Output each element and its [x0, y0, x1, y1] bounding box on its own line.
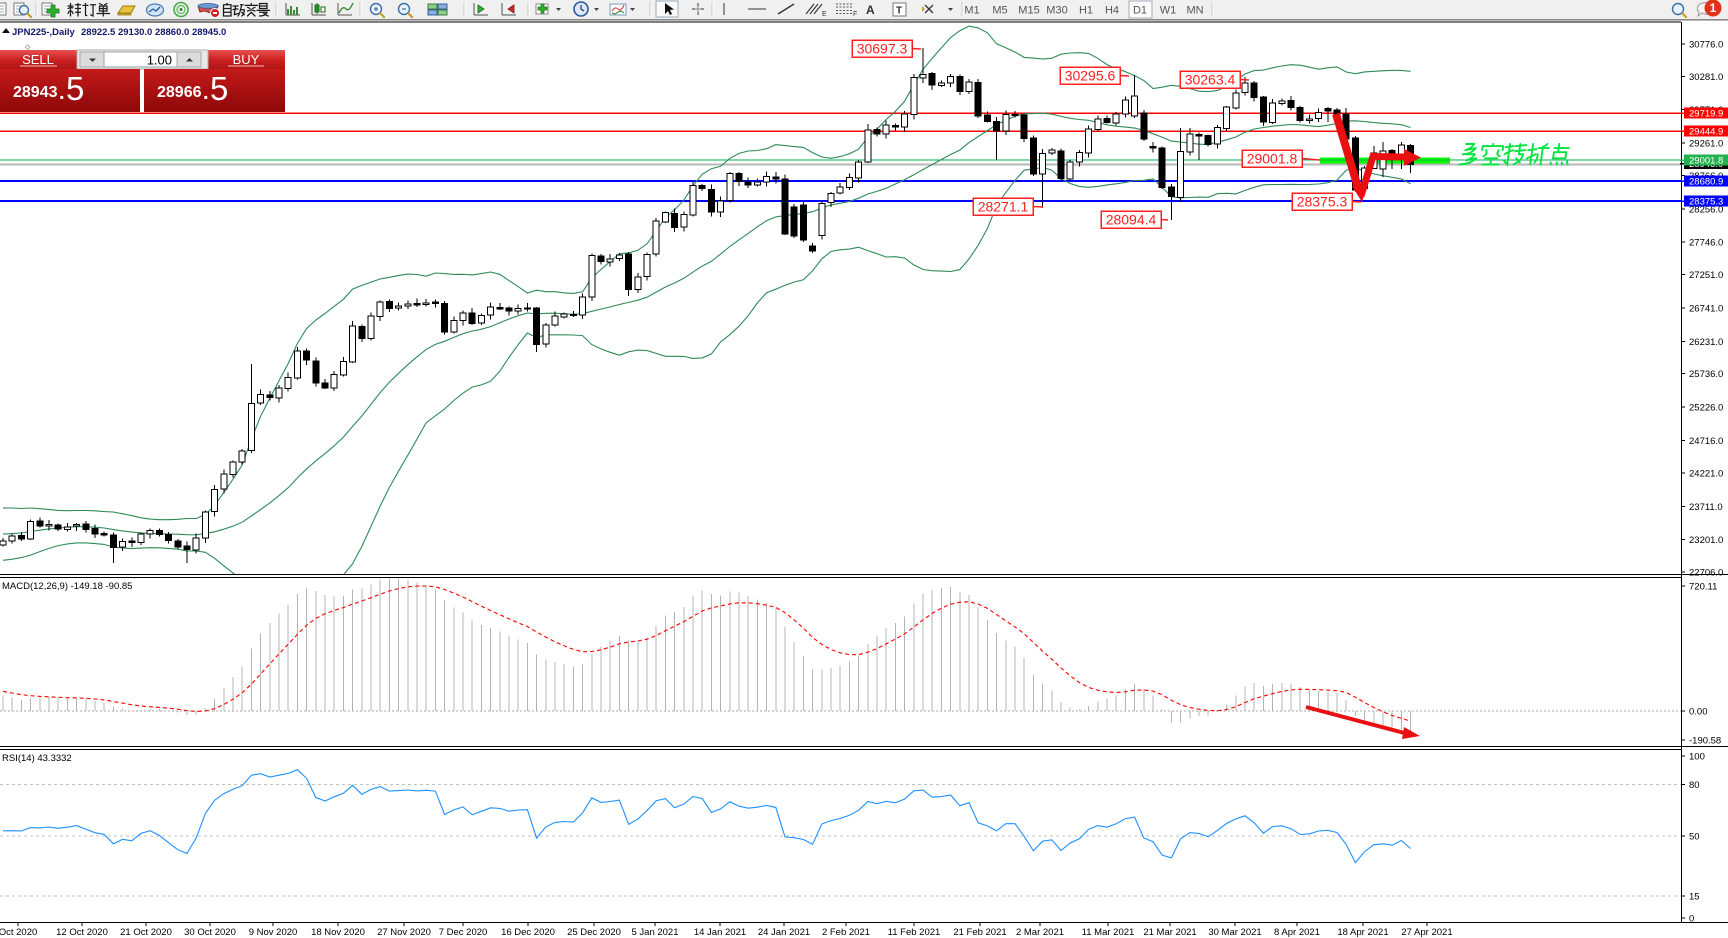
svg-text:26741.0: 26741.0 [1689, 304, 1723, 315]
svg-text:27 Apr 2021: 27 Apr 2021 [1401, 927, 1452, 938]
svg-text:23201.0: 23201.0 [1689, 535, 1723, 546]
svg-text:M5: M5 [992, 5, 1007, 17]
svg-text:80: 80 [1689, 780, 1700, 791]
svg-text:12 Oct 2020: 12 Oct 2020 [56, 927, 108, 938]
svg-text:.: . [59, 82, 65, 104]
svg-text:18 Nov 2020: 18 Nov 2020 [311, 927, 365, 938]
svg-text:11 Mar 2021: 11 Mar 2021 [1082, 927, 1135, 938]
svg-text:9 Nov 2020: 9 Nov 2020 [249, 927, 298, 938]
svg-text:24716.0: 24716.0 [1689, 436, 1723, 447]
svg-text:15: 15 [1689, 892, 1700, 903]
svg-text:28271.1: 28271.1 [978, 199, 1029, 215]
svg-text:H4: H4 [1105, 5, 1119, 17]
svg-text:720.11: 720.11 [1689, 582, 1717, 593]
svg-text:M1: M1 [964, 5, 979, 17]
svg-text:27746.0: 27746.0 [1689, 238, 1723, 249]
svg-text:2 Mar 2021: 2 Mar 2021 [1016, 927, 1064, 938]
svg-text:5: 5 [66, 70, 84, 107]
svg-text:26231.0: 26231.0 [1689, 337, 1723, 348]
svg-text:28966: 28966 [157, 84, 202, 101]
svg-text:28375.3: 28375.3 [1297, 194, 1348, 210]
svg-text:SELL: SELL [22, 52, 54, 67]
svg-text:11 Feb 2021: 11 Feb 2021 [888, 927, 941, 938]
svg-text:29001.8: 29001.8 [1247, 151, 1298, 167]
svg-text:.: . [203, 82, 209, 104]
svg-text:A: A [866, 3, 875, 17]
svg-text:100: 100 [1689, 752, 1705, 763]
svg-text:0: 0 [1689, 914, 1694, 925]
svg-text:29001.8: 29001.8 [1689, 156, 1723, 167]
svg-text:21 Mar 2021: 21 Mar 2021 [1143, 927, 1196, 938]
svg-text:22706.0: 22706.0 [1689, 568, 1723, 579]
svg-text:M30: M30 [1046, 5, 1067, 17]
svg-text:29444.9: 29444.9 [1689, 127, 1723, 138]
svg-text:29261.0: 29261.0 [1689, 139, 1723, 150]
svg-text:H1: H1 [1079, 5, 1093, 17]
svg-text:30281.0: 30281.0 [1689, 72, 1723, 83]
svg-text:28943: 28943 [13, 84, 58, 101]
svg-text:30776.0: 30776.0 [1689, 39, 1723, 50]
svg-text:F: F [853, 11, 857, 18]
svg-text:14 Jan 2021: 14 Jan 2021 [694, 927, 746, 938]
svg-text:28375.3: 28375.3 [1689, 197, 1723, 208]
svg-text:MACD(12,26,9) -149.18 -90.85: MACD(12,26,9) -149.18 -90.85 [2, 581, 132, 592]
svg-text:5 Jan 2021: 5 Jan 2021 [631, 927, 678, 938]
svg-text:RSI(14) 43.3332: RSI(14) 43.3332 [2, 753, 72, 764]
svg-text:8 Apr 2021: 8 Apr 2021 [1274, 927, 1320, 938]
svg-text:28094.4: 28094.4 [1106, 212, 1157, 228]
svg-text:25 Dec 2020: 25 Dec 2020 [567, 927, 621, 938]
svg-text:21 Feb 2021: 21 Feb 2021 [953, 927, 1006, 938]
svg-text:D1: D1 [1133, 5, 1147, 17]
svg-text:24221.0: 24221.0 [1689, 468, 1723, 479]
svg-text:T: T [896, 6, 902, 17]
svg-text:1: 1 [1710, 1, 1717, 15]
svg-text:1.00: 1.00 [147, 53, 172, 68]
svg-text:28680.9: 28680.9 [1689, 177, 1723, 188]
svg-text:0.00: 0.00 [1689, 707, 1708, 718]
svg-text:27251.0: 27251.0 [1689, 270, 1723, 281]
svg-text:7 Dec 2020: 7 Dec 2020 [439, 927, 488, 938]
svg-text:23711.0: 23711.0 [1689, 502, 1723, 513]
svg-text:JPN225-,Daily: JPN225-,Daily [12, 27, 76, 38]
svg-text:25736.0: 25736.0 [1689, 369, 1723, 380]
svg-text:18 Apr 2021: 18 Apr 2021 [1337, 927, 1388, 938]
svg-text:M15: M15 [1018, 5, 1039, 17]
svg-text:24 Jan 2021: 24 Jan 2021 [758, 927, 810, 938]
svg-text:27 Nov 2020: 27 Nov 2020 [377, 927, 431, 938]
svg-text:30 Oct 2020: 30 Oct 2020 [184, 927, 236, 938]
svg-text:25226.0: 25226.0 [1689, 403, 1723, 414]
svg-text:BUY: BUY [233, 52, 260, 67]
svg-text:Oct 2020: Oct 2020 [0, 927, 37, 938]
svg-text:16 Dec 2020: 16 Dec 2020 [501, 927, 555, 938]
svg-text:5: 5 [210, 70, 228, 107]
svg-text:29719.9: 29719.9 [1689, 109, 1723, 120]
svg-text:50: 50 [1689, 832, 1700, 843]
svg-text:28256.0: 28256.0 [1689, 204, 1723, 215]
svg-text:MN: MN [1186, 5, 1203, 17]
svg-text:21 Oct 2020: 21 Oct 2020 [120, 927, 172, 938]
svg-text:30295.6: 30295.6 [1065, 68, 1116, 84]
svg-text:◇: ◇ [25, 44, 31, 51]
svg-text:28922.5 29130.0 28860.0 28945.: 28922.5 29130.0 28860.0 28945.0 [81, 27, 226, 38]
svg-text:W1: W1 [1160, 5, 1177, 17]
svg-text:E: E [822, 11, 827, 18]
svg-text:2 Feb 2021: 2 Feb 2021 [822, 927, 870, 938]
svg-text:-190.58: -190.58 [1689, 736, 1721, 747]
svg-text:30697.3: 30697.3 [857, 41, 908, 57]
svg-text:30 Mar 2021: 30 Mar 2021 [1208, 927, 1261, 938]
svg-text:30263.4: 30263.4 [1185, 72, 1236, 88]
